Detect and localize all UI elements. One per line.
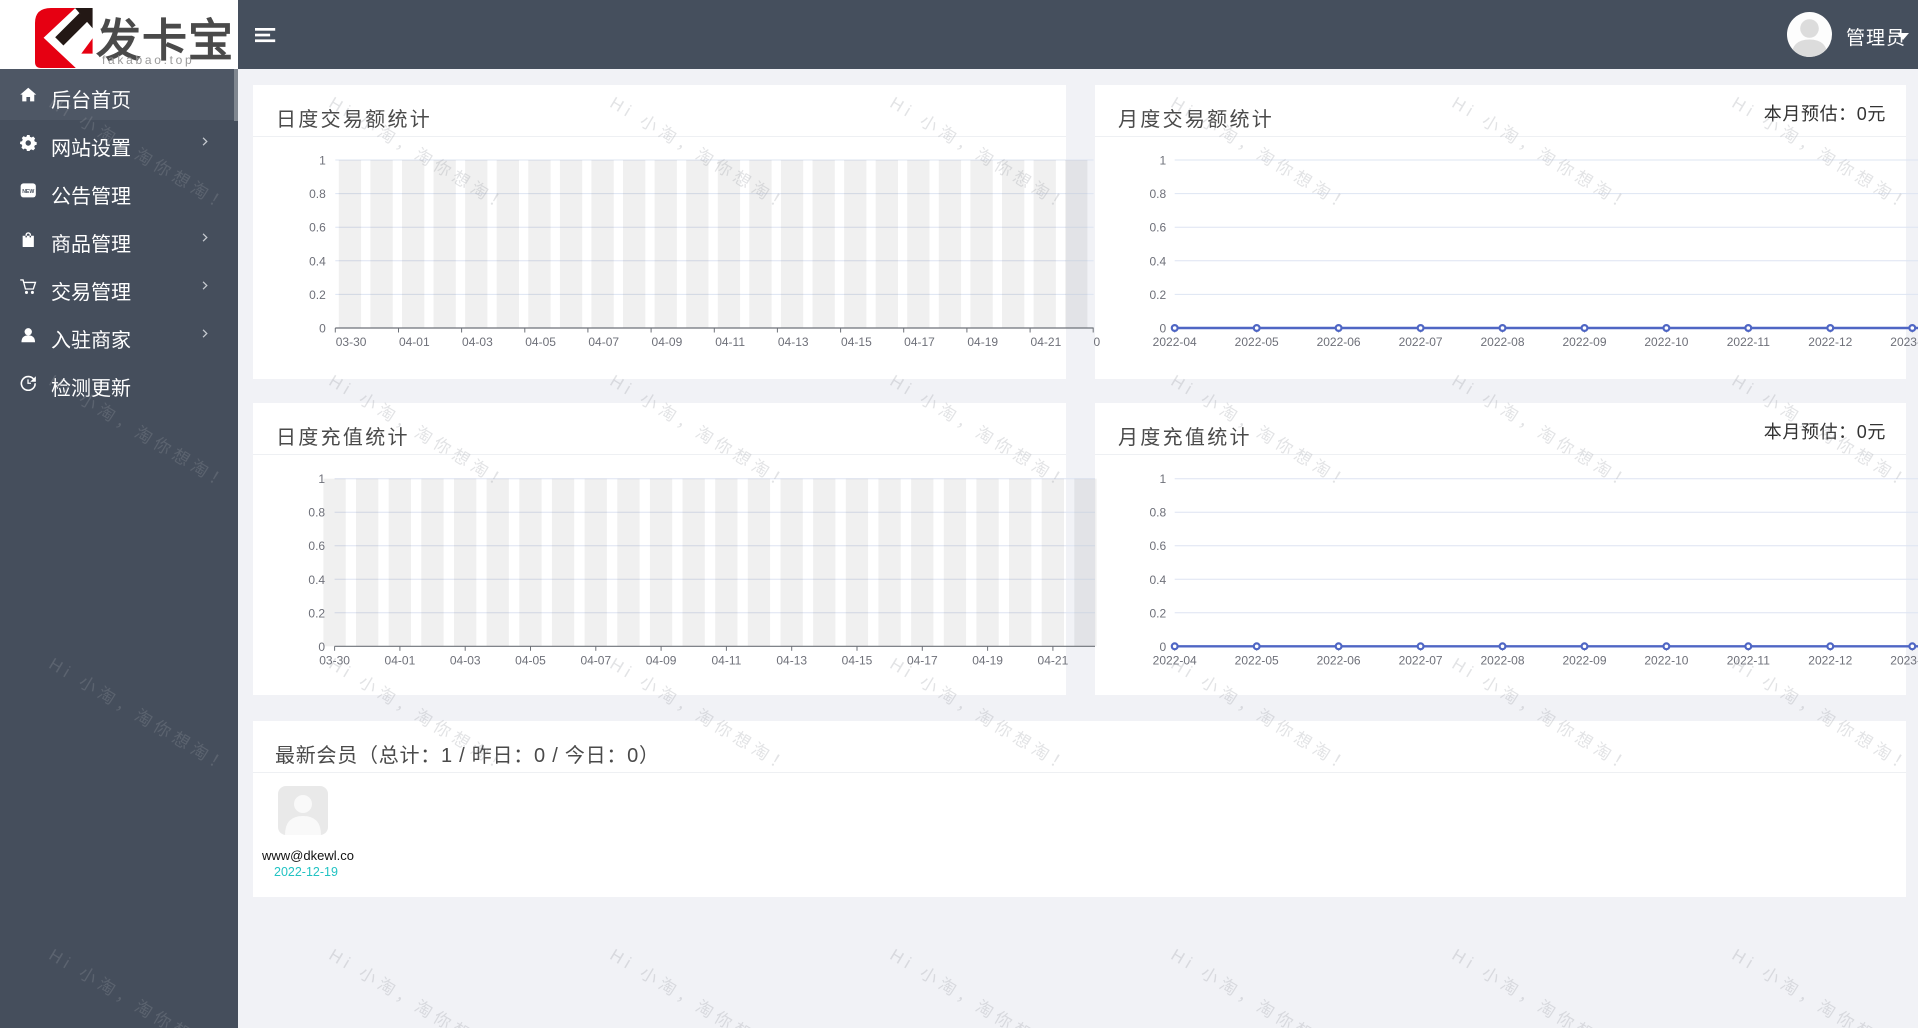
svg-text:04-13: 04-13 <box>778 335 809 349</box>
svg-text:2022-06: 2022-06 <box>1317 653 1361 667</box>
svg-text:03-30: 03-30 <box>336 335 367 349</box>
svg-text:0.2: 0.2 <box>308 606 325 620</box>
svg-text:04-11: 04-11 <box>711 653 741 667</box>
svg-text:04-13: 04-13 <box>776 653 807 667</box>
svg-text:2022-05: 2022-05 <box>1235 653 1279 667</box>
svg-text:0: 0 <box>318 640 325 654</box>
svg-text:2022-04: 2022-04 <box>1153 335 1197 349</box>
svg-text:2022-11: 2022-11 <box>1727 335 1770 349</box>
svg-text:0.4: 0.4 <box>308 573 325 587</box>
svg-text:2023-01: 2023-01 <box>1890 335 1918 349</box>
svg-text:2022-04: 2022-04 <box>1153 653 1197 667</box>
svg-text:04-23: 04-23 <box>1094 335 1100 349</box>
svg-text:04-03: 04-03 <box>450 653 481 667</box>
svg-text:04-07: 04-07 <box>580 653 611 667</box>
svg-text:0.8: 0.8 <box>1150 506 1167 520</box>
svg-text:04-01: 04-01 <box>399 335 430 349</box>
svg-text:2022-08: 2022-08 <box>1480 653 1524 667</box>
svg-text:0.8: 0.8 <box>1150 187 1167 201</box>
svg-text:2022-06: 2022-06 <box>1317 335 1361 349</box>
svg-text:04-17: 04-17 <box>904 335 935 349</box>
svg-text:0: 0 <box>1160 640 1167 654</box>
svg-text:2022-09: 2022-09 <box>1562 335 1606 349</box>
svg-text:1: 1 <box>1160 154 1167 168</box>
svg-text:2022-07: 2022-07 <box>1399 653 1443 667</box>
svg-text:0.4: 0.4 <box>1150 573 1167 587</box>
svg-text:2022-11: 2022-11 <box>1727 653 1770 667</box>
svg-text:0.2: 0.2 <box>1150 288 1167 302</box>
svg-text:2023-01: 2023-01 <box>1890 653 1918 667</box>
svg-text:04-19: 04-19 <box>967 335 998 349</box>
svg-text:1: 1 <box>1160 472 1167 486</box>
svg-text:0.2: 0.2 <box>309 288 326 302</box>
svg-text:1: 1 <box>319 154 326 168</box>
svg-text:NEW: NEW <box>22 189 34 195</box>
svg-text:0.6: 0.6 <box>309 221 326 235</box>
svg-text:03-30: 03-30 <box>319 653 350 667</box>
svg-text:0.4: 0.4 <box>309 254 326 268</box>
svg-text:2022-08: 2022-08 <box>1480 335 1524 349</box>
svg-text:2022-09: 2022-09 <box>1562 653 1606 667</box>
svg-text:0.6: 0.6 <box>1150 539 1167 553</box>
svg-text:04-21: 04-21 <box>1038 653 1069 667</box>
svg-text:2022-10: 2022-10 <box>1644 335 1688 349</box>
svg-text:0: 0 <box>1160 322 1167 336</box>
svg-text:04-17: 04-17 <box>907 653 938 667</box>
svg-text:0: 0 <box>319 322 326 336</box>
svg-text:1: 1 <box>318 472 325 486</box>
svg-text:04-03: 04-03 <box>462 335 493 349</box>
svg-text:0.4: 0.4 <box>1150 254 1167 268</box>
svg-text:04-09: 04-09 <box>652 335 683 349</box>
svg-text:04-11: 04-11 <box>715 335 745 349</box>
svg-text:2022-10: 2022-10 <box>1644 653 1688 667</box>
svg-text:0.8: 0.8 <box>309 187 326 201</box>
svg-text:04-09: 04-09 <box>646 653 677 667</box>
svg-text:04-15: 04-15 <box>841 335 872 349</box>
svg-text:04-05: 04-05 <box>525 335 556 349</box>
svg-text:0.6: 0.6 <box>308 539 325 553</box>
svg-text:2022-05: 2022-05 <box>1235 335 1279 349</box>
svg-text:2022-07: 2022-07 <box>1399 335 1443 349</box>
svg-text:0.8: 0.8 <box>308 506 325 520</box>
svg-text:04-15: 04-15 <box>842 653 873 667</box>
svg-text:04-05: 04-05 <box>515 653 546 667</box>
svg-text:0.6: 0.6 <box>1150 221 1167 235</box>
svg-text:04-21: 04-21 <box>1031 335 1062 349</box>
svg-text:04-01: 04-01 <box>385 653 416 667</box>
svg-text:2022-12: 2022-12 <box>1808 335 1852 349</box>
svg-text:0.2: 0.2 <box>1150 606 1167 620</box>
svg-text:04-19: 04-19 <box>972 653 1003 667</box>
svg-text:2022-12: 2022-12 <box>1808 653 1852 667</box>
svg-text:04-07: 04-07 <box>588 335 619 349</box>
